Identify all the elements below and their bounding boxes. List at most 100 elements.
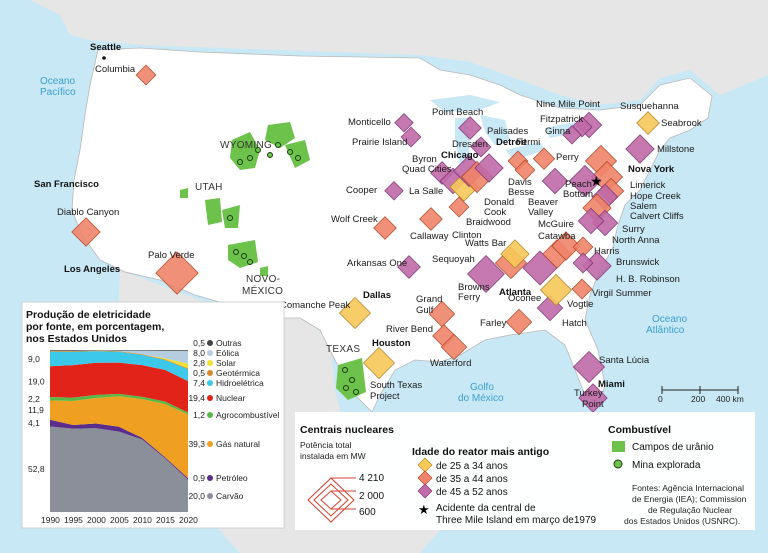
plant-marker-browns-ferry[interactable] <box>467 255 505 293</box>
plant-marker-harris[interactable] <box>572 236 594 258</box>
plant-marker-comanche-peak[interactable] <box>338 296 372 330</box>
plant-marker-cooper[interactable] <box>384 180 404 201</box>
plant-marker-waterford[interactable] <box>440 333 468 361</box>
legend-mina-icon <box>613 459 623 469</box>
plant-label: Harris <box>594 246 620 257</box>
plant-label: Diablo Canyon <box>57 207 119 218</box>
plant-label: Susquehanna <box>620 101 679 112</box>
legend-mina-label: Mina explorada <box>632 460 701 471</box>
plant-label: Peach <box>565 179 592 190</box>
plant-marker-arkansas-one[interactable] <box>397 255 421 279</box>
plant-label: Hatch <box>562 318 587 329</box>
area-gás-natural <box>50 396 188 479</box>
plant-label: Catawba <box>538 231 576 242</box>
chart-left-value: 11,9 <box>28 405 44 415</box>
city-label-chicago: Chicago <box>441 150 479 161</box>
legend-combustivel-title: Combustível <box>608 424 671 436</box>
ocean-label-pacifico: Oceano Pacífico <box>40 76 76 98</box>
city-label-detroit: Detroit <box>496 137 527 148</box>
plant-marker-davis-besse[interactable] <box>514 159 536 181</box>
plant-label: Ginna <box>545 126 571 137</box>
plant-marker-palisades[interactable] <box>470 136 492 158</box>
plant-label: North Anna <box>612 235 660 246</box>
plant-labels: Columbia Diablo Canyon Palo Verde Comanc… <box>57 64 702 410</box>
plant-label: Fitzpatrick <box>540 114 584 125</box>
plant-marker-brunswick[interactable] <box>582 251 612 281</box>
plant-label: Valley <box>528 207 553 218</box>
three-mile-island-star[interactable]: ★ <box>590 174 603 190</box>
chart-left-value: 52,8 <box>28 464 45 474</box>
plant-label: Sequoyah <box>432 254 475 265</box>
plant-marker-south-texas[interactable] <box>362 346 396 380</box>
plant-marker-watts-bar[interactable] <box>500 239 530 269</box>
area-nuclear <box>50 362 188 413</box>
chart-legend-label: Outras <box>216 338 242 348</box>
plant-markers <box>71 64 660 413</box>
plant-marker-point-beach[interactable] <box>458 116 482 140</box>
plant-marker-santa-lucia[interactable] <box>572 350 606 384</box>
plant-marker-donald-cook[interactable] <box>474 153 504 183</box>
legend-accident-line-1: Acidente da central de <box>436 503 536 514</box>
plant-marker-north-anna[interactable] <box>577 207 605 235</box>
plant-marker-prairie-island[interactable] <box>400 126 422 148</box>
plant-marker-grand-gulf[interactable] <box>428 300 456 328</box>
sources-line-3: de Regulação Nuclear <box>648 505 732 515</box>
plant-marker-hb-robinson[interactable] <box>572 252 594 274</box>
ocean-pacifico-line2: Pacífico <box>40 87 76 98</box>
plant-marker-perry[interactable] <box>532 147 556 170</box>
plant-label: Salem <box>630 201 657 212</box>
legend-idade-old-swatch <box>417 483 433 499</box>
plant-label: Byron <box>412 154 437 165</box>
chart-legend-label: Gás natural <box>216 439 260 449</box>
plant-marker-virgil-summer[interactable] <box>571 278 593 300</box>
plant-label: Perry <box>556 152 579 163</box>
scale-tick-200: 200 <box>691 394 705 404</box>
plant-label: Palo Verde <box>148 250 194 261</box>
plant-label: La Salle <box>409 186 443 197</box>
plant-marker-callaway[interactable] <box>419 207 443 231</box>
plant-marker-ginna[interactable] <box>562 124 582 145</box>
plant-label: Palisades <box>487 126 528 137</box>
chart-legend-dot <box>207 493 213 499</box>
plant-label: Gulf <box>416 305 434 316</box>
legend-centrais-subtitle-1: Potência total <box>300 440 352 450</box>
plant-marker-palo-verde[interactable] <box>155 251 199 295</box>
plant-label: Brunswick <box>616 257 660 268</box>
plant-label: Davis <box>508 177 532 188</box>
chart-legend-value: 2,8 <box>193 358 205 368</box>
chart-legend-dot <box>207 380 213 386</box>
area-agrocombustível <box>50 393 188 415</box>
chart-legend-label: Agrocombustível <box>216 410 279 420</box>
chart-legend-label: Solar <box>216 358 236 368</box>
plant-label: Quad Cities <box>402 164 452 175</box>
plant-marker-millstone[interactable] <box>625 134 655 164</box>
plant-marker-turkey-point[interactable] <box>578 383 608 413</box>
chart-x-tick: 1990 <box>41 515 60 525</box>
plant-marker-diablo-canyon[interactable] <box>71 217 101 247</box>
city-label-seattle: Seattle <box>90 42 121 53</box>
area-outras <box>50 350 188 351</box>
plant-marker-clinton[interactable] <box>448 196 470 218</box>
uranium-mines <box>227 142 359 395</box>
plant-marker-wolf-creek[interactable] <box>373 216 397 240</box>
plant-label: Cook <box>484 207 506 218</box>
legend-size-600: 600 <box>359 507 376 518</box>
sources-line-4: dos Estados Unidos (USNRC). <box>624 516 740 526</box>
plant-label: Browns <box>458 282 490 293</box>
plant-marker-beaver-valley[interactable] <box>541 167 569 195</box>
chart-legend-dot <box>207 360 213 366</box>
plant-label: Clinton <box>452 230 482 241</box>
legend-campos-label: Campos de urânio <box>632 442 714 453</box>
plant-marker-farley[interactable] <box>505 308 533 336</box>
chart-legend-value: 0,9 <box>193 473 205 483</box>
plant-marker-vogtle[interactable] <box>539 273 573 307</box>
canada-landmass <box>0 0 768 105</box>
chart-left-values: 9,0 19,0 2,211,9 4,1 52,8 <box>28 354 45 474</box>
plant-marker-mcguire[interactable] <box>551 231 581 261</box>
plant-marker-monticello[interactable] <box>394 112 414 133</box>
plant-label: Waterford <box>430 358 471 369</box>
plant-marker-columbia[interactable] <box>135 64 157 86</box>
plant-marker-peach-bottom[interactable] <box>568 164 602 198</box>
plant-label: Besse <box>508 187 534 198</box>
plant-marker-seabrook[interactable] <box>636 111 660 135</box>
